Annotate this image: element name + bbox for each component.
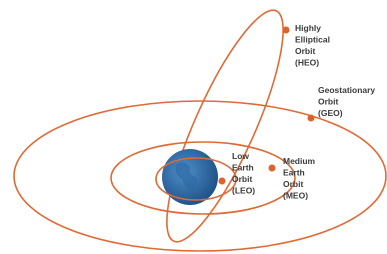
heo-label: Highly	[295, 23, 321, 33]
meo-label: Earth	[283, 168, 305, 178]
heo-label: Orbit	[295, 46, 315, 56]
geo-label: Geostationary	[318, 85, 375, 95]
heo-satellite	[283, 27, 290, 34]
heo-orbit	[146, 0, 303, 253]
geo-label: Orbit	[318, 97, 338, 107]
page: HighlyEllipticalOrbit(HEO)GeostationaryO…	[0, 0, 387, 254]
leo-label: (LEO)	[232, 186, 255, 196]
leo-label: Earth	[232, 163, 254, 173]
heo-label: (HEO)	[295, 58, 319, 68]
meo-satellite	[269, 165, 276, 172]
heo-label: Elliptical	[295, 35, 330, 45]
geo-label: (GEO)	[318, 108, 343, 118]
meo-label: Orbit	[283, 179, 303, 189]
meo-label: (MEO)	[283, 191, 308, 201]
leo-satellite	[219, 178, 226, 185]
meo-label: Medium	[283, 156, 316, 166]
geo-satellite	[308, 115, 315, 122]
orbit-diagram: HighlyEllipticalOrbit(HEO)GeostationaryO…	[0, 0, 387, 254]
leo-label: Orbit	[232, 174, 252, 184]
leo-label: Low	[232, 151, 249, 161]
